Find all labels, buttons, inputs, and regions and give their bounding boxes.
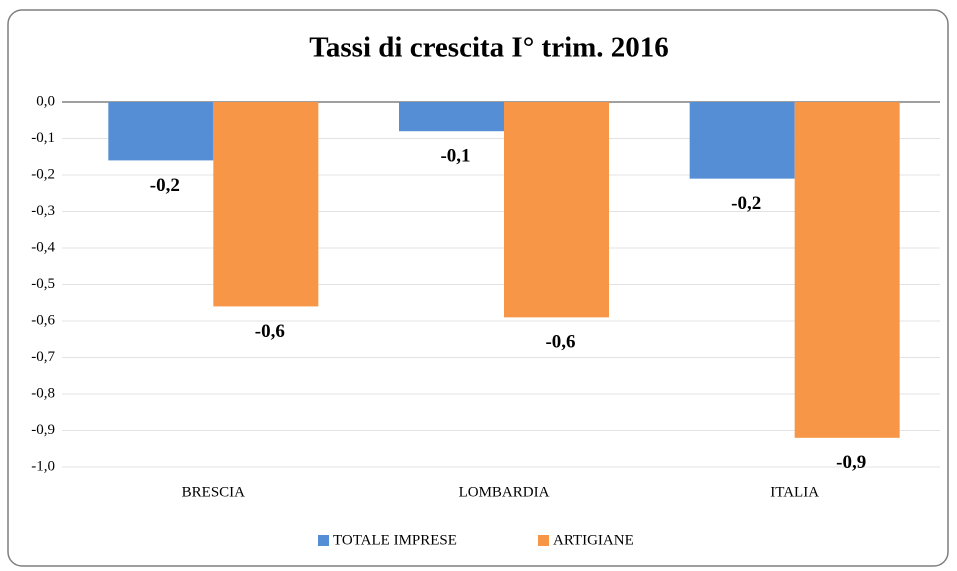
bar <box>213 102 319 307</box>
bar <box>399 102 504 132</box>
y-tick-label: -0,7 <box>31 349 55 365</box>
y-tick-label: -0,5 <box>31 276 55 292</box>
value-label: -0,6 <box>545 332 575 353</box>
x-tick-label: ITALIA <box>770 484 819 500</box>
y-tick-label: -0,2 <box>31 166 55 182</box>
y-tick-label: -0,1 <box>31 130 55 146</box>
y-tick-label: -1,0 <box>31 458 55 474</box>
legend-swatch <box>538 535 549 546</box>
x-tick-label: BRESCIA <box>182 484 246 500</box>
bar <box>504 102 609 318</box>
value-label: -0,2 <box>731 193 761 214</box>
legend-label: ARTIGIANE <box>553 532 634 548</box>
y-tick-label: -0,8 <box>31 385 55 401</box>
chart-title: Tassi di crescita I° trim. 2016 <box>309 32 669 64</box>
value-label: -0,9 <box>836 452 866 473</box>
value-label: -0,1 <box>440 146 470 167</box>
bar <box>689 102 795 179</box>
y-tick-label: 0,0 <box>36 93 55 109</box>
y-tick-label: -0,3 <box>31 203 55 219</box>
bar <box>794 102 900 438</box>
bar <box>108 102 214 161</box>
y-tick-label: -0,4 <box>31 239 55 255</box>
value-label: -0,6 <box>255 321 285 342</box>
legend-swatch <box>318 535 329 546</box>
legend-label: TOTALE IMPRESE <box>333 532 457 548</box>
y-tick-label: -0,6 <box>31 312 55 328</box>
value-label: -0,2 <box>150 175 180 196</box>
y-tick-label: -0,9 <box>31 422 55 438</box>
x-tick-label: LOMBARDIA <box>459 484 550 500</box>
